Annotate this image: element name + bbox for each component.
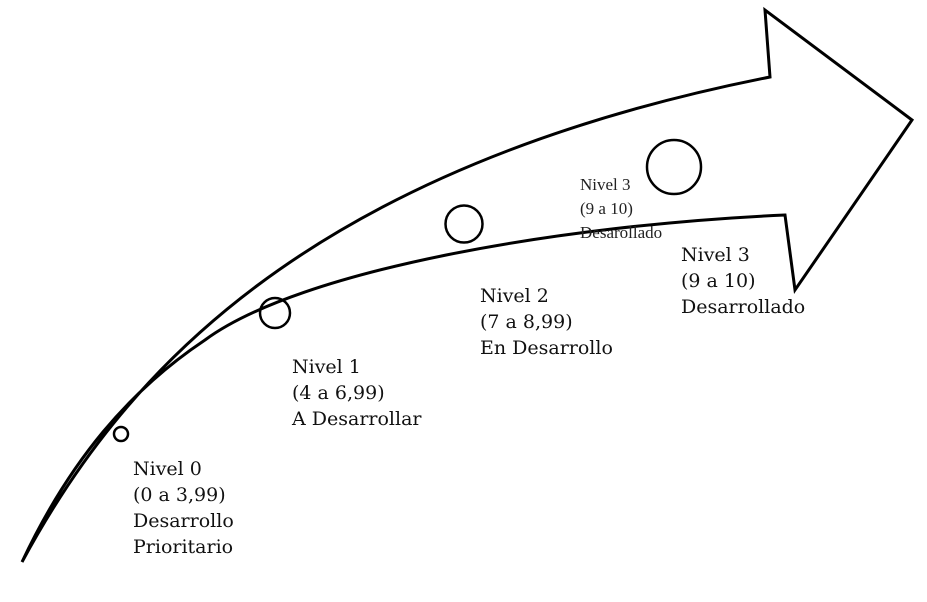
level-1-marker [258,296,292,330]
level-1-label: Nivel 1 (4 a 6,99) A Desarrollar [292,354,421,432]
level-desc: En Desarrollo [480,337,613,359]
level-3-label-upper: Nivel 3 (9 a 10) Desarollado [580,173,662,245]
curved-arrow [20,6,915,563]
level-title: Nivel 2 [480,285,549,307]
level-3-marker [645,138,703,196]
level-title: Nivel 1 [292,356,361,378]
level-range: (9 a 10) [681,270,756,292]
level-desc: A Desarrollar [292,408,422,430]
level-desc: Desarollado [580,223,663,242]
level-desc: Desarrollo [133,510,234,532]
level-range: (9 a 10) [580,199,633,218]
level-0-marker [112,425,130,443]
level-0-label: Nivel 0 (0 a 3,99) Desarrollo Prioritari… [133,456,234,560]
level-range: (7 a 8,99) [480,311,573,333]
level-title: Nivel 0 [133,458,202,480]
level-desc: Desarrollado [681,296,806,318]
level-title: Nivel 3 [681,244,750,266]
level-range: (4 a 6,99) [292,382,385,404]
level-title: Nivel 3 [580,175,631,194]
level-3-label: Nivel 3 (9 a 10) Desarrollado [681,242,805,320]
level-2-label: Nivel 2 (7 a 8,99) En Desarrollo [480,283,613,361]
level-2-marker [444,204,484,244]
level-desc: Prioritario [133,536,234,558]
level-range: (0 a 3,99) [133,484,226,506]
